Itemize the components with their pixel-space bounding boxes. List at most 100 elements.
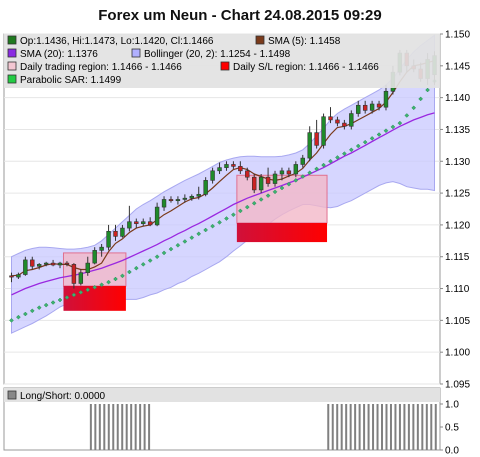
long-short-bar [98,404,101,450]
candle-body [238,166,243,172]
long-short-bar [389,404,392,450]
sar-point [168,246,174,252]
long-short-bar [416,404,419,450]
y-tick-label: 1.120 [445,220,470,231]
sar-point [279,185,285,191]
sar-point [16,314,21,320]
sar-point [147,258,153,263]
sar-point [335,155,340,160]
candle-body [71,264,77,284]
long-short-bar [398,404,401,450]
candle-body [265,176,271,184]
candle-body [141,221,146,224]
sar-point [224,216,229,221]
sar-point [362,139,368,145]
candle-body [50,262,56,266]
y-tick-label: 1.110 [445,284,470,295]
long-short-bar [354,404,357,450]
long-short-bar [112,404,115,450]
candle-body [57,262,63,266]
long-short-bar [340,404,343,450]
sar-point [390,124,396,130]
long-short-bar [331,404,334,450]
legend-background [4,34,440,88]
candle-body [245,170,250,178]
long-short-bar [421,404,424,450]
sar-point [265,193,271,198]
candle-body [342,122,347,127]
y-tick-label: 1.105 [445,316,470,327]
candle-body [37,264,42,267]
candle-body [99,246,104,251]
sar-point [85,287,91,293]
long-short-bar [143,404,146,450]
legend-label: Bollinger (20, 2): 1.1254 - 1.1498 [144,49,291,60]
sar-point [376,132,382,137]
sar-point [196,231,202,237]
candle-body [369,103,375,111]
candle-body [328,116,333,121]
candle-body [85,262,90,273]
candle-body [189,195,194,199]
candle-body [16,274,21,278]
long-short-plot: Long/Short: 0.0000 0.0 0.5 1.0 [4,388,459,457]
candle-body [127,221,132,229]
candle-body [383,90,389,108]
candle-body [161,199,167,208]
sar-point [64,295,70,300]
candle-body [314,132,319,146]
long-short-bar [425,404,428,450]
sar-point [293,178,299,183]
long-short-bar [139,404,142,450]
y-tick-label: 1.150 [445,30,470,41]
candle-body [210,170,215,181]
candle-body [376,103,382,108]
candle-body [120,227,125,237]
sub-y-tick-label: 0.0 [445,446,459,457]
candle-body [64,262,70,265]
sar-point [342,151,347,156]
y-tick-label: 1.095 [445,380,470,391]
sar-point [314,166,319,172]
candle-body [106,230,111,248]
sma5-line [11,60,435,277]
candle-body [113,230,118,237]
candle-body [154,206,160,226]
long-short-bar [345,404,348,450]
candle-body [196,194,201,197]
sar-point [36,305,42,310]
long-short-bar [121,404,124,450]
sar-point [321,162,326,168]
sar-point [182,239,188,244]
sar-point [43,302,49,308]
candle-body [335,119,340,124]
candle-body [147,221,153,226]
sub-y-tick-label: 1.0 [445,400,459,411]
legend-label: SMA (20): 1.1376 [20,49,98,60]
y-tick-label: 1.135 [445,125,470,136]
sar-point [231,212,236,218]
candle-body [300,157,305,165]
long-short-bar [125,404,128,450]
sar-point [140,262,146,267]
candle-body [272,173,278,184]
sar-point [189,235,195,240]
long-short-bar [94,404,97,450]
long-short-bar [327,404,330,450]
sar-point [411,105,417,111]
chart-title: Forex um Neun - Chart 24.08.2015 09:29 [98,7,381,24]
long-short-bar [367,404,370,450]
trading-region [236,174,328,224]
sar-point [133,265,139,271]
candle-body [356,104,361,114]
sub-y-tick-label: 0.5 [445,423,459,434]
candle-body [30,259,35,267]
sar-point [210,223,215,229]
sar-point [237,208,243,214]
long-short-bar [372,404,375,450]
sar-point [106,279,111,285]
sar-point [258,197,264,202]
long-short-bar [430,404,433,450]
sub-legend-swatch [7,390,17,400]
